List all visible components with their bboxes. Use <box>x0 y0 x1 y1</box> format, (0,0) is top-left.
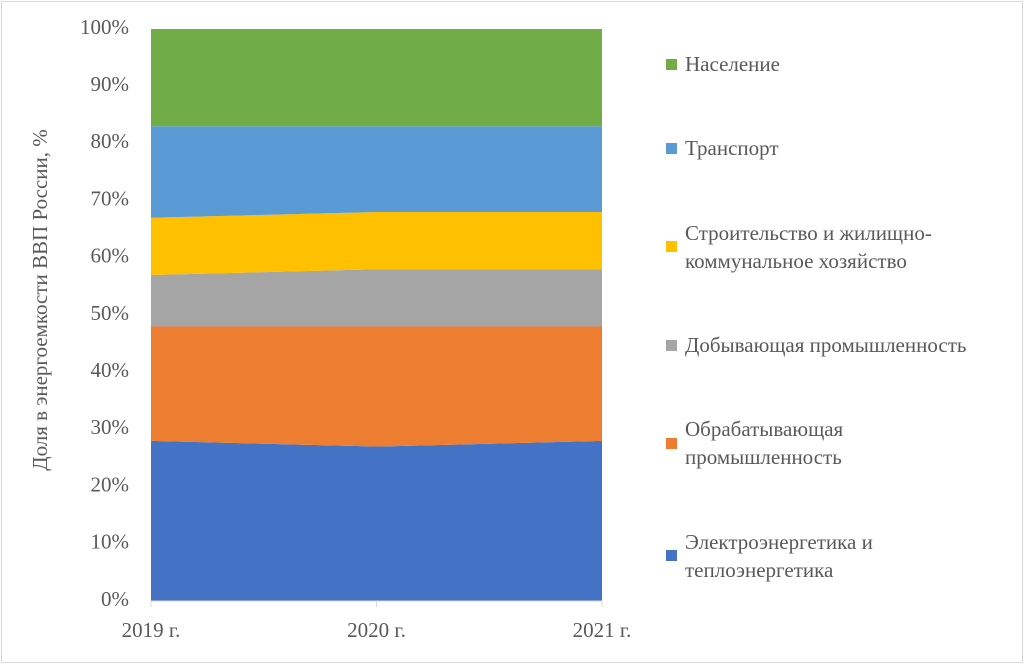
y-tick-label: 70% <box>91 186 130 210</box>
legend-item: Добывающая промышленность <box>666 331 1006 359</box>
legend-label: Строительство и жилищно-коммунальное хоз… <box>685 220 932 273</box>
legend-item: Население <box>666 50 1006 78</box>
y-tick-label: 50% <box>91 301 130 325</box>
legend-item: Строительство и жилищно-коммунальное хоз… <box>666 219 1006 275</box>
area <box>151 126 602 218</box>
legend-label: Электроэнергетика и теплоэнергетика <box>685 529 873 582</box>
y-tick-label: 0% <box>101 587 129 611</box>
area <box>151 269 602 327</box>
legend-swatch <box>666 142 677 154</box>
y-tick-label: 60% <box>91 244 130 268</box>
y-tick-label: 100% <box>80 15 129 39</box>
y-tick-label: 20% <box>91 472 130 496</box>
legend-label: Население <box>685 52 780 77</box>
y-tick-label: 10% <box>91 530 130 554</box>
area <box>151 440 602 601</box>
legend-label: Транспорт <box>685 136 779 161</box>
legend-swatch <box>666 339 677 351</box>
y-tick-label: 40% <box>91 358 130 382</box>
legend-swatch <box>666 437 677 449</box>
area <box>151 29 602 127</box>
area <box>151 326 602 447</box>
legend-label: Добывающая промышленность <box>685 333 967 358</box>
x-tick-label: 2019 г. <box>122 618 181 642</box>
legend: Население Транспорт Строительство и жилищн… <box>666 22 1006 612</box>
legend-item: Электроэнергетика и теплоэнергетика <box>666 528 1006 584</box>
legend-label: Обрабатывающая промышленность <box>685 417 844 470</box>
legend-item: Транспорт <box>666 134 1006 162</box>
x-tick-label: 2020 г. <box>347 618 406 642</box>
area <box>151 212 602 275</box>
legend-swatch <box>666 550 677 562</box>
legend-swatch <box>666 58 677 70</box>
y-axis-title: Доля в энергоемкости ВВП России, % <box>28 129 52 471</box>
legend-swatch <box>666 241 677 253</box>
y-tick-label: 80% <box>91 129 130 153</box>
x-tick-label: 2021 г. <box>573 618 632 642</box>
legend-item: Обрабатывающая промышленность <box>666 415 1006 471</box>
y-tick-label: 90% <box>91 72 130 96</box>
y-tick-label: 30% <box>91 415 130 439</box>
